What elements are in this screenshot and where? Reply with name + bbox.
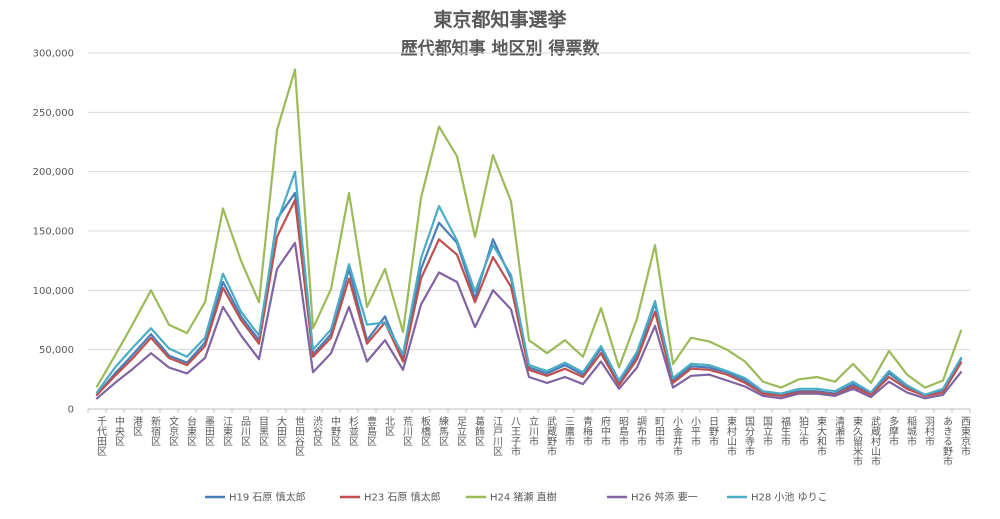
x-tick-label: 練馬区 <box>437 415 449 446</box>
legend-label: H28 小池 ゆりこ <box>751 491 828 504</box>
x-tick-label: 八王子市 <box>509 416 521 457</box>
legend-label: H19 石原 慎太郎 <box>229 491 306 504</box>
y-tick-label: 200,000 <box>33 167 74 178</box>
chart-subtitle: 歴代都知事 地区別 得票数 <box>401 38 601 59</box>
x-tick-label: 稲城市 <box>905 416 917 447</box>
y-tick-label: 50,000 <box>39 345 74 356</box>
x-tick-label: 目黒区 <box>257 416 269 446</box>
series-line <box>95 241 963 400</box>
x-tick-label: 北区 <box>383 416 395 436</box>
x-tick-label: 荒川区 <box>401 416 413 446</box>
x-tick-label: 青梅市 <box>581 415 593 447</box>
x-tick-label: 品川区 <box>239 416 251 446</box>
x-tick-label: 町田市 <box>653 416 665 447</box>
x-tick-label: 国分寺市 <box>743 416 755 457</box>
y-tick-label: 250,000 <box>33 108 74 119</box>
series-lines <box>95 68 963 400</box>
x-tick-label: 武蔵村山市 <box>869 415 881 467</box>
x-tick-label: あきる野市 <box>941 416 953 467</box>
legend-label: H23 石原 慎太郎 <box>364 491 441 504</box>
x-tick-label: 小平市 <box>689 416 701 447</box>
x-tick-label: 東大和市 <box>815 415 827 457</box>
x-tick-label: 港区 <box>131 416 143 436</box>
x-tick-label: 文京区 <box>167 415 179 446</box>
x-tick-label: 昭島市 <box>617 416 629 447</box>
x-tick-label: 立川市 <box>527 415 539 447</box>
x-tick-label: 西東京市 <box>959 416 971 457</box>
x-tick-label: 豊島区 <box>365 415 377 446</box>
series-line <box>95 170 963 396</box>
x-tick-label: 千代田区 <box>95 416 107 456</box>
x-tick-label: 世田谷区 <box>293 416 305 456</box>
legend-label: H26 舛添 要一 <box>631 491 698 504</box>
x-tick-label: 東村山市 <box>725 415 737 457</box>
x-tick-label: 足立区 <box>455 416 467 446</box>
x-tick-label: 国立市 <box>761 416 773 447</box>
x-tick-label: 羽村市 <box>923 416 935 447</box>
x-tick-label: 葛飾区 <box>473 415 485 446</box>
x-tick-label: 府中市 <box>599 415 611 447</box>
legend-label: H24 猪瀬 直樹 <box>490 491 557 504</box>
x-tick-label: 調布市 <box>635 415 647 447</box>
y-tick-label: 0 <box>68 405 74 416</box>
x-tick-label: 清瀬市 <box>833 415 845 447</box>
x-tick-label: 武蔵野市 <box>545 415 557 457</box>
series-line <box>95 68 963 389</box>
x-tick-label: 板橋区 <box>419 415 431 446</box>
x-tick-label: 福生市 <box>779 415 791 447</box>
x-tick-label: 渋谷区 <box>311 415 323 446</box>
chart-title: 東京都知事選挙 <box>433 8 567 31</box>
x-tick-label: 三鷹市 <box>563 416 575 447</box>
x-tick-label: 墨田区 <box>203 416 215 446</box>
grid-lines <box>88 52 970 410</box>
x-tick-label: 江戸川区 <box>491 416 503 456</box>
y-tick-label: 150,000 <box>33 227 74 238</box>
x-tick-label: 杉並区 <box>347 415 359 446</box>
y-axis-ticks: 0 50,000 100,000 150,000 200,000 250,000 300,0… <box>33 49 74 416</box>
x-tick-label: 江東区 <box>221 416 233 446</box>
x-tick-label: 東久留米市 <box>851 415 863 467</box>
x-tick-label: 多摩市 <box>887 415 899 447</box>
series-line <box>95 199 963 397</box>
x-tick-label: 中野区 <box>329 415 341 446</box>
x-tick-label: 小金井市 <box>671 416 683 457</box>
y-tick-label: 300,000 <box>33 49 74 60</box>
x-axis-ticks: 千代田区 中央区 港区 新宿区 文京区 台東区 墨田区 江東区 品川区 目黒区 大田区 世田谷区 渋谷区… <box>87 409 971 467</box>
x-tick-label: 中央区 <box>113 415 125 446</box>
legend: H19 石原 慎太郎 H23 石原 慎太郎 H24 猪瀬 直樹 H26 舛添 要一 H2… <box>205 491 828 504</box>
y-tick-label: 100,000 <box>33 286 74 297</box>
x-tick-label: 日野市 <box>707 416 719 447</box>
x-tick-label: 大田区 <box>275 415 287 446</box>
x-tick-label: 新宿区 <box>149 415 161 446</box>
x-tick-label: 狛江市 <box>797 416 809 447</box>
x-tick-label: 台東区 <box>185 415 197 446</box>
